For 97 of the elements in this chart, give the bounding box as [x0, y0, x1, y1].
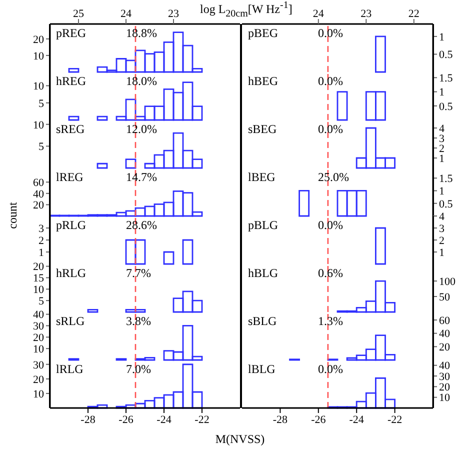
annotation: 7.0%	[126, 362, 151, 376]
y-tick-label: 20	[33, 200, 44, 212]
x-axis-title: M(NVSS)	[214, 432, 266, 447]
y-tick-label: 10	[33, 50, 44, 62]
annotation: hBEG	[248, 74, 278, 88]
y-axis-title: count	[6, 201, 20, 231]
annotation: sRLG	[56, 314, 85, 328]
y-tick-label: 3	[439, 132, 445, 145]
y-tick-label: 20	[33, 332, 44, 344]
x2-tick-label: 23	[360, 8, 372, 20]
y-tick-label: 10	[33, 80, 44, 93]
x2-axis-title: log L$_{20cm}$[W Hz$^{-1}$]	[200, 0, 292, 20]
y-tick-label: 40	[439, 328, 450, 340]
y-tick-label: 5	[38, 295, 44, 308]
y-tick-label: 1	[38, 246, 44, 259]
annotation: lREG	[56, 170, 84, 184]
annotation: 3.8%	[126, 314, 151, 328]
annotation: sBLG	[248, 314, 277, 328]
annotation: lBEG	[248, 170, 276, 184]
y-tick-label: 40	[33, 188, 44, 200]
annotation: sREG	[56, 122, 85, 136]
y-tick-label: 2	[38, 234, 44, 247]
y-tick-label: 1	[439, 186, 444, 198]
y-tick-label: 40	[33, 309, 44, 322]
x2-tick-label: 22	[408, 8, 420, 20]
x-tick-label: -24	[349, 414, 364, 426]
y-tick-label: 1	[439, 86, 444, 99]
annotation: hBLG	[248, 266, 278, 280]
annotation: hRLG	[56, 266, 86, 280]
annotation: pBLG	[248, 218, 278, 232]
x-tick-label: -26	[118, 414, 134, 426]
annotation: 0.0%	[318, 74, 343, 88]
y-tick-label: 10	[33, 284, 44, 296]
y-tick-label: 1	[439, 152, 444, 165]
x2-tick-label: 23	[168, 8, 180, 20]
y-tick-label: 10	[439, 392, 450, 404]
y-tick-label: 100	[439, 276, 456, 288]
y-tick-label: 3	[38, 222, 44, 235]
annotation: hREG	[56, 74, 86, 88]
y-tick-label: 10	[33, 119, 44, 132]
y-tick-label: 1.5	[439, 173, 454, 186]
x2-tick-label: 24	[312, 8, 324, 20]
y-tick-label: 20	[33, 261, 44, 274]
y-tick-label: 4	[439, 210, 445, 223]
annotation: sBEG	[248, 122, 277, 136]
x-tick-label: -24	[156, 414, 172, 426]
annotation: 0.0%	[318, 26, 343, 40]
y-tick-label: 1.5	[439, 72, 454, 85]
annotation: 0.0%	[318, 218, 343, 232]
y-tick-label: 10	[33, 343, 44, 356]
x2-tick-label: 24	[120, 8, 132, 20]
annotation: lRLG	[56, 362, 84, 376]
annotation: 0.6%	[318, 266, 343, 280]
annotation: pREG	[56, 26, 86, 40]
annotation: 18.8%	[126, 26, 157, 40]
y-tick-label: 5	[38, 141, 44, 154]
x-tick-label: -22	[387, 414, 402, 426]
y-tick-label: 0.5	[439, 49, 454, 62]
y-tick-label: 60	[33, 177, 44, 190]
y-tick-label: 2	[439, 234, 444, 247]
y-tick-label: 3	[439, 222, 445, 235]
y-tick-label: 0.5	[439, 198, 454, 210]
y-tick-label: 30	[33, 320, 44, 333]
y-tick-label: 5	[38, 98, 44, 110]
annotation: pBEG	[248, 26, 278, 40]
y-tick-label: 20	[439, 382, 450, 394]
y-tick-label: 1	[439, 246, 444, 259]
annotation: 0.0%	[318, 362, 343, 376]
y-tick-label: 15	[33, 272, 44, 285]
annotation: lBLG	[248, 362, 276, 376]
x2-tick-label: 25	[73, 8, 84, 20]
y-tick-label: 40	[439, 360, 450, 372]
y-tick-label: 4	[439, 122, 445, 135]
y-tick-label: 60	[439, 314, 450, 327]
annotation: 18.0%	[126, 74, 157, 88]
y-tick-label: 20	[33, 374, 44, 386]
y-tick-label: 20	[439, 342, 450, 354]
annotation: 25.0%	[318, 170, 349, 184]
annotation: pRLG	[56, 218, 86, 232]
annotation: 28.6%	[126, 218, 157, 232]
y-tick-label: 20	[33, 34, 44, 46]
annotation: 12.0%	[126, 122, 157, 136]
y-tick-label: 50	[439, 291, 450, 304]
y-tick-label: 30	[439, 370, 450, 383]
x-tick-label: -28	[80, 414, 96, 426]
x-tick-label: -26	[311, 414, 326, 426]
y-tick-label: 10	[33, 388, 44, 400]
x-tick-label: -22	[194, 414, 210, 426]
x-tick-label: -28	[272, 414, 288, 426]
y-tick-label: 1	[439, 31, 444, 44]
y-tick-label: 2	[439, 142, 444, 155]
y-tick-label: 30	[33, 359, 44, 372]
annotation: 1.3%	[318, 314, 343, 328]
annotation: 7.7%	[126, 266, 151, 280]
annotation: 14.7%	[126, 170, 157, 184]
y-tick-label: 0.5	[439, 100, 454, 113]
annotation: 0.0%	[318, 122, 343, 136]
